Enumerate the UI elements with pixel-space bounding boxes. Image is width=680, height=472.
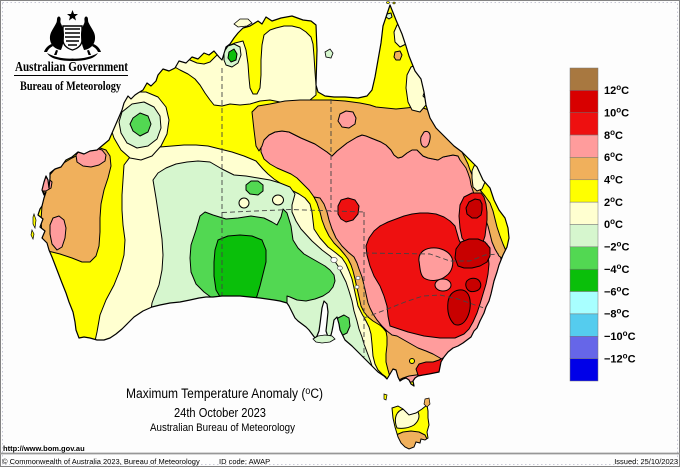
- svg-text:−6oC: −6oC: [604, 284, 629, 298]
- svg-text:Issued: 25/10/2023: Issued: 25/10/2023: [614, 457, 678, 466]
- svg-text:4oC: 4oC: [604, 173, 623, 187]
- svg-text:Maximum Temperature Anomaly (o: Maximum Temperature Anomaly (oC): [126, 386, 323, 401]
- svg-text:−12oC: −12oC: [604, 351, 636, 365]
- svg-text:8oC: 8oC: [604, 128, 623, 142]
- svg-text:−4oC: −4oC: [604, 262, 629, 276]
- svg-text:12oC: 12oC: [604, 83, 629, 97]
- svg-text:Australian Bureau of Meteorolo: Australian Bureau of Meteorology: [150, 422, 295, 434]
- svg-text:24th October 2023: 24th October 2023: [174, 405, 266, 420]
- svg-text:Bureau of Meteorology: Bureau of Meteorology: [20, 78, 121, 93]
- svg-text:−10oC: −10oC: [604, 329, 636, 343]
- svg-text:6oC: 6oC: [604, 150, 623, 164]
- svg-text:10oC: 10oC: [604, 105, 629, 119]
- svg-text:−2oC: −2oC: [604, 240, 629, 254]
- svg-text:2oC: 2oC: [604, 195, 623, 209]
- svg-text:http://www.bom.gov.au: http://www.bom.gov.au: [3, 444, 85, 453]
- svg-text:ID code: AWAP: ID code: AWAP: [219, 457, 270, 466]
- svg-text:Australian Government: Australian Government: [15, 59, 128, 74]
- svg-text:© Commonwealth of Australia 20: © Commonwealth of Australia 2023, Bureau…: [2, 457, 200, 466]
- svg-text:−8oC: −8oC: [604, 307, 629, 321]
- svg-text:0oC: 0oC: [604, 217, 623, 231]
